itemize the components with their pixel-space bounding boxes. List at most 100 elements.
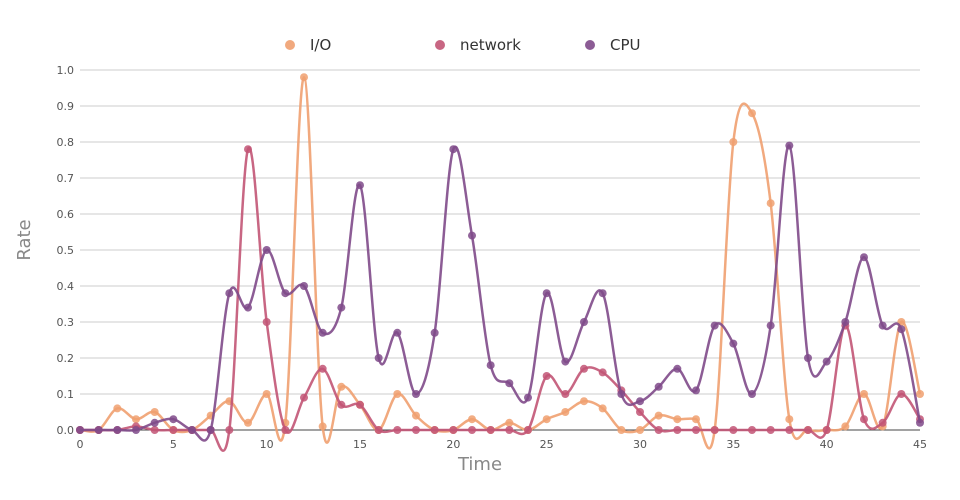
data-point[interactable] (692, 386, 700, 395)
data-point[interactable] (729, 138, 738, 146)
data-point[interactable] (897, 390, 906, 398)
data-point[interactable] (542, 372, 551, 380)
data-point[interactable] (244, 418, 252, 427)
data-point[interactable] (468, 426, 476, 434)
data-point[interactable] (617, 426, 626, 434)
data-point[interactable] (262, 390, 271, 398)
data-point[interactable] (878, 321, 887, 330)
legend-item[interactable]: I/O (285, 36, 331, 54)
data-point[interactable] (393, 390, 402, 398)
data-point[interactable] (150, 408, 159, 416)
data-point[interactable] (225, 426, 234, 434)
data-point[interactable] (580, 397, 588, 406)
data-point[interactable] (766, 199, 775, 208)
data-point[interactable] (486, 426, 495, 434)
data-point[interactable] (598, 368, 607, 377)
data-point[interactable] (374, 426, 383, 434)
data-point[interactable] (785, 415, 794, 424)
data-point[interactable] (860, 390, 868, 398)
data-point[interactable] (225, 289, 234, 298)
data-point[interactable] (673, 415, 682, 424)
data-point[interactable] (300, 73, 308, 82)
data-point[interactable] (505, 379, 514, 388)
data-point[interactable] (542, 289, 551, 298)
data-point[interactable] (598, 404, 607, 413)
data-point[interactable] (860, 415, 868, 424)
legend-item[interactable]: network (435, 36, 521, 54)
data-point[interactable] (113, 404, 122, 413)
data-point[interactable] (262, 318, 271, 326)
data-point[interactable] (281, 289, 290, 298)
data-point[interactable] (412, 411, 420, 420)
data-point[interactable] (841, 422, 850, 431)
data-point[interactable] (916, 390, 924, 398)
data-point[interactable] (766, 321, 775, 330)
data-point[interactable] (822, 357, 831, 366)
data-point[interactable] (766, 426, 775, 434)
data-point[interactable] (449, 426, 458, 434)
data-point[interactable] (468, 415, 476, 424)
data-point[interactable] (654, 411, 663, 420)
data-point[interactable] (785, 426, 794, 434)
data-point[interactable] (524, 393, 532, 402)
data-point[interactable] (132, 426, 140, 434)
data-point[interactable] (505, 426, 514, 434)
data-point[interactable] (449, 145, 458, 154)
data-point[interactable] (692, 426, 700, 434)
data-point[interactable] (244, 145, 252, 154)
data-point[interactable] (580, 364, 588, 373)
data-point[interactable] (430, 426, 439, 434)
data-point[interactable] (748, 390, 756, 398)
data-point[interactable] (561, 408, 570, 416)
data-point[interactable] (692, 415, 700, 424)
data-point[interactable] (244, 303, 252, 312)
data-point[interactable] (654, 382, 663, 391)
data-point[interactable] (710, 426, 719, 434)
data-point[interactable] (169, 426, 178, 434)
data-point[interactable] (337, 400, 346, 409)
data-point[interactable] (654, 426, 663, 434)
data-point[interactable] (822, 426, 831, 434)
data-point[interactable] (636, 408, 644, 416)
data-point[interactable] (94, 426, 103, 434)
data-point[interactable] (337, 382, 346, 391)
data-point[interactable] (860, 253, 868, 262)
data-point[interactable] (300, 393, 308, 402)
data-point[interactable] (113, 426, 122, 434)
data-point[interactable] (393, 328, 402, 337)
data-point[interactable] (393, 426, 402, 434)
data-point[interactable] (430, 328, 439, 337)
data-point[interactable] (169, 415, 178, 424)
data-point[interactable] (486, 361, 495, 370)
data-point[interactable] (150, 426, 159, 434)
data-point[interactable] (598, 289, 607, 298)
data-point[interactable] (636, 426, 644, 434)
data-point[interactable] (748, 426, 756, 434)
data-point[interactable] (580, 318, 588, 326)
data-point[interactable] (673, 364, 682, 373)
data-point[interactable] (804, 426, 812, 434)
data-point[interactable] (262, 246, 271, 254)
data-point[interactable] (524, 426, 532, 434)
data-point[interactable] (505, 418, 514, 427)
data-point[interactable] (636, 397, 644, 406)
data-point[interactable] (76, 426, 84, 434)
legend-item[interactable]: CPU (585, 36, 641, 54)
data-point[interactable] (804, 354, 812, 362)
data-point[interactable] (729, 426, 738, 434)
data-point[interactable] (132, 415, 140, 424)
data-point[interactable] (841, 318, 850, 326)
data-point[interactable] (374, 354, 383, 362)
data-point[interactable] (542, 415, 551, 424)
data-point[interactable] (748, 109, 756, 118)
data-point[interactable] (188, 426, 196, 434)
data-point[interactable] (561, 390, 570, 398)
data-point[interactable] (300, 282, 308, 290)
data-point[interactable] (337, 303, 346, 312)
data-point[interactable] (412, 426, 420, 434)
data-point[interactable] (617, 390, 626, 398)
data-point[interactable] (561, 357, 570, 366)
data-point[interactable] (878, 418, 887, 427)
data-point[interactable] (318, 422, 327, 431)
data-point[interactable] (356, 400, 364, 409)
